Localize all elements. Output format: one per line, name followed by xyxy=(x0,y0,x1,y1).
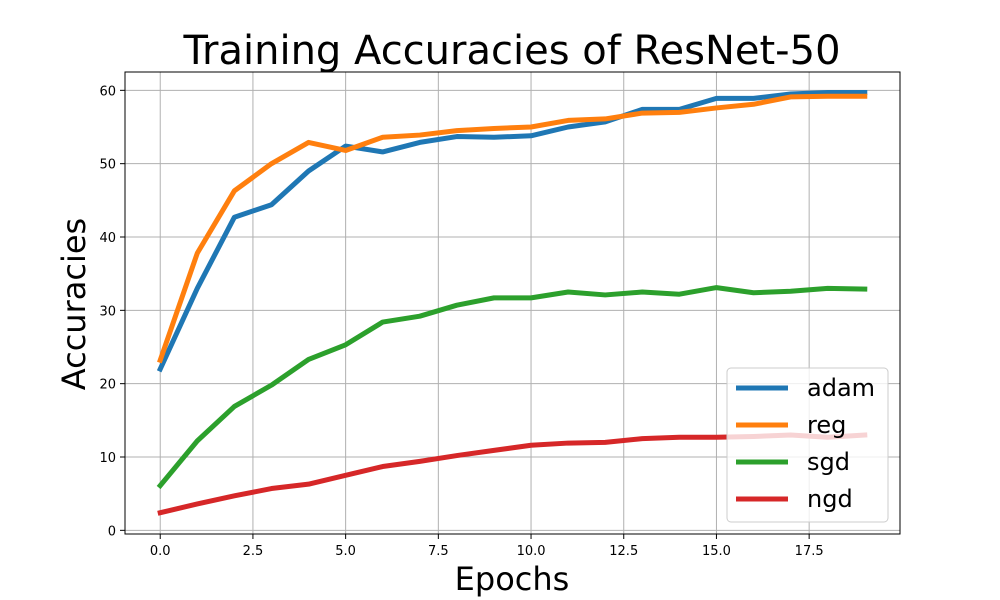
x-tick-label: 2.5 xyxy=(243,544,264,559)
x-tick-label: 12.5 xyxy=(609,544,638,559)
legend-label-ngd: ngd xyxy=(807,485,853,513)
y-axis-label: Accuracies xyxy=(55,218,93,390)
y-tick-label: 20 xyxy=(99,378,116,393)
x-tick-label: 0.0 xyxy=(150,544,171,559)
ticks: 0.0 2.5 5.0 7.5 10.0 12.5 15.0 17.5 0 10 20 30 40 50 6… xyxy=(99,84,823,559)
legend-label-adam: adam xyxy=(807,374,875,402)
x-tick-label: 15.0 xyxy=(702,544,731,559)
legend-label-sgd: sgd xyxy=(807,448,850,476)
y-tick-label: 40 xyxy=(99,231,116,246)
series-line-adam xyxy=(156,90,868,373)
y-tick-label: 60 xyxy=(99,84,116,99)
series-line-sgd xyxy=(156,285,868,490)
legend-label-reg: reg xyxy=(807,411,846,439)
x-tick-label: 17.5 xyxy=(795,544,824,559)
y-tick-label: 30 xyxy=(99,304,116,319)
x-tick-label: 7.5 xyxy=(428,544,449,559)
series-line-reg xyxy=(157,93,868,364)
x-tick-label: 5.0 xyxy=(335,544,356,559)
legend: adam reg sgd ngd xyxy=(726,367,889,523)
y-tick-label: 0 xyxy=(108,524,116,539)
chart-title: Training Accuracies of ResNet-50 xyxy=(182,28,840,74)
x-tick-label: 10.0 xyxy=(517,544,546,559)
x-axis-label: Epochs xyxy=(455,560,570,598)
y-tick-label: 10 xyxy=(99,451,116,466)
plot-frame xyxy=(124,71,901,535)
y-tick-label: 50 xyxy=(99,158,116,173)
legend-box xyxy=(726,367,889,523)
